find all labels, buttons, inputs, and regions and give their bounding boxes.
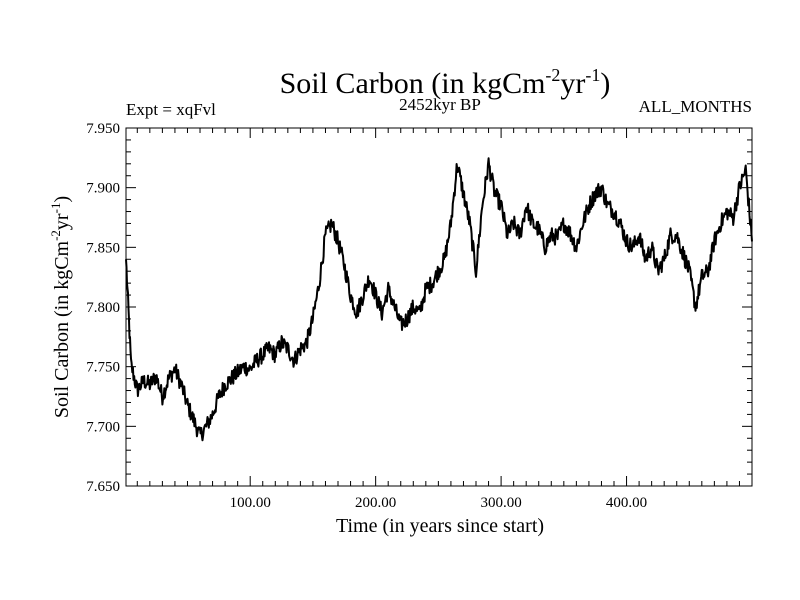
x-tick-label: 400.00 xyxy=(606,495,647,511)
y-tick-label: 7.700 xyxy=(86,419,120,435)
y-tick-label: 7.850 xyxy=(86,240,120,256)
y-tick-label: 7.650 xyxy=(86,479,120,495)
x-axis-title: Time (in years since start) xyxy=(336,515,544,537)
x-tick-label: 300.00 xyxy=(480,495,521,511)
chart-title: Soil Carbon (in kgCm-2yr-1) xyxy=(280,65,611,100)
plot-frame xyxy=(125,127,753,487)
soil-carbon-series-line xyxy=(125,157,753,442)
chart-subtitle: 2452kyr BP xyxy=(399,95,481,114)
y-tick-label: 7.950 xyxy=(86,121,120,137)
x-tick-label: 200.00 xyxy=(355,495,396,511)
x-axis: 100.00 200.00 300.00 400.00 xyxy=(136,128,753,511)
months-label: ALL_MONTHS xyxy=(639,97,752,116)
experiment-label: Expt = xqFvl xyxy=(126,100,216,119)
y-tick-label: 7.750 xyxy=(86,360,120,376)
y-axis-title: Soil Carbon (in kgCm-2yr-1) xyxy=(48,196,73,418)
y-tick-label: 7.800 xyxy=(86,300,120,316)
y-axis: 7.650 7.700 7.750 7.800 7.850 7.900 7.950 xyxy=(86,121,752,495)
x-tick-label: 100.00 xyxy=(230,495,271,511)
y-tick-label: 7.900 xyxy=(86,181,120,197)
